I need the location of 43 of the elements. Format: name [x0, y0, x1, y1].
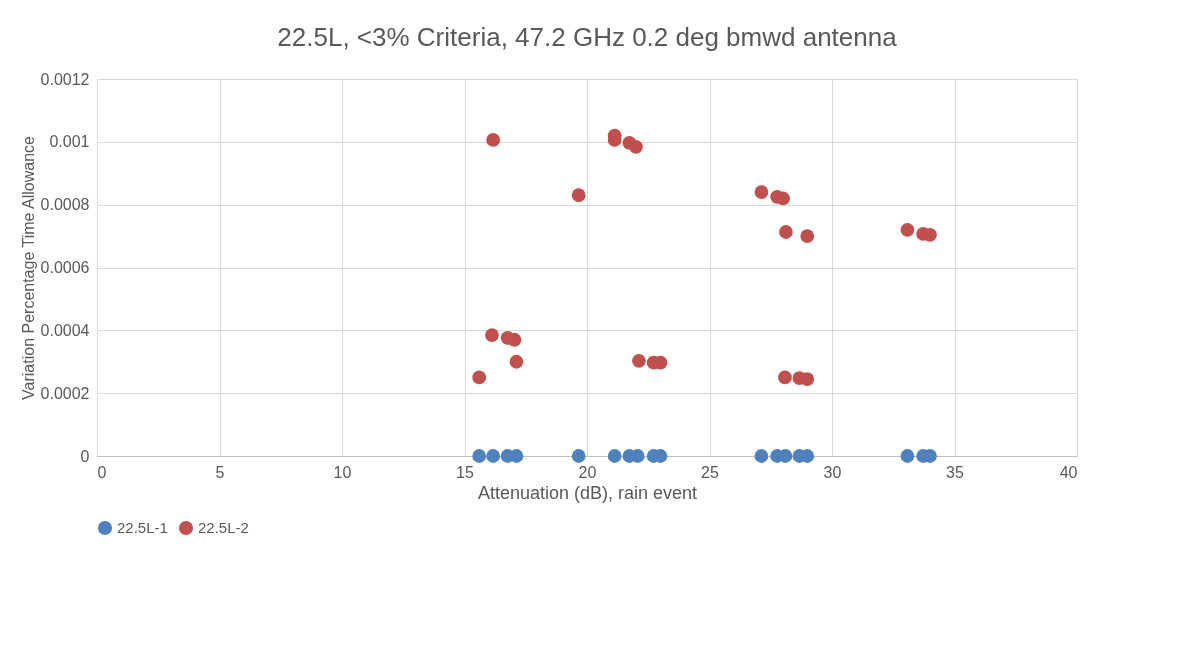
point [472, 370, 487, 385]
point [571, 188, 586, 203]
y-axis-title: Variation Percentage Time Allowance [19, 135, 37, 400]
point [632, 353, 646, 368]
y-tick-label: 0 [80, 447, 90, 465]
legend-label: 22.5L-1 [117, 519, 168, 536]
x-tick-label: 0 [97, 463, 107, 481]
point [485, 328, 499, 342]
y-tick-label: 0.0002 [40, 384, 90, 402]
x-tick-label: 20 [578, 463, 597, 481]
x-tick-label: 10 [333, 463, 352, 481]
point [754, 449, 769, 463]
x-tick-label: 15 [456, 463, 474, 481]
point [629, 139, 643, 154]
y-tick-label: 0.0004 [40, 321, 90, 339]
point [509, 354, 524, 369]
x-tick-label: 30 [823, 463, 842, 481]
point [800, 372, 815, 386]
point [486, 133, 501, 147]
x-tick-label: 40 [1059, 463, 1078, 481]
x-axis-title: Attenuation (dB), rain event [477, 482, 698, 503]
y-tick-label: 0.0012 [40, 70, 90, 88]
point [779, 225, 793, 239]
y-tick-label: 0.0006 [40, 259, 90, 276]
point [571, 449, 586, 463]
point [607, 449, 622, 463]
point [900, 449, 915, 463]
y-tick-label: 0.0008 [40, 196, 90, 214]
point [507, 332, 522, 347]
point [776, 191, 790, 206]
x-tick-label: 25 [701, 463, 719, 481]
y-tick-label: 0.001 [49, 133, 90, 151]
point [754, 185, 769, 199]
point [900, 222, 915, 237]
point [800, 229, 815, 243]
legend-label: 22.5L-2 [198, 519, 249, 536]
point [778, 370, 792, 385]
x-tick-label: 35 [946, 463, 964, 481]
x-tick-label: 5 [215, 463, 225, 481]
point [472, 449, 487, 463]
chart-title: 22.5L, <3% Criteria, 47.2 GHz 0.2 deg bmwd antenna [277, 22, 898, 52]
point [923, 227, 937, 242]
point [486, 449, 501, 463]
